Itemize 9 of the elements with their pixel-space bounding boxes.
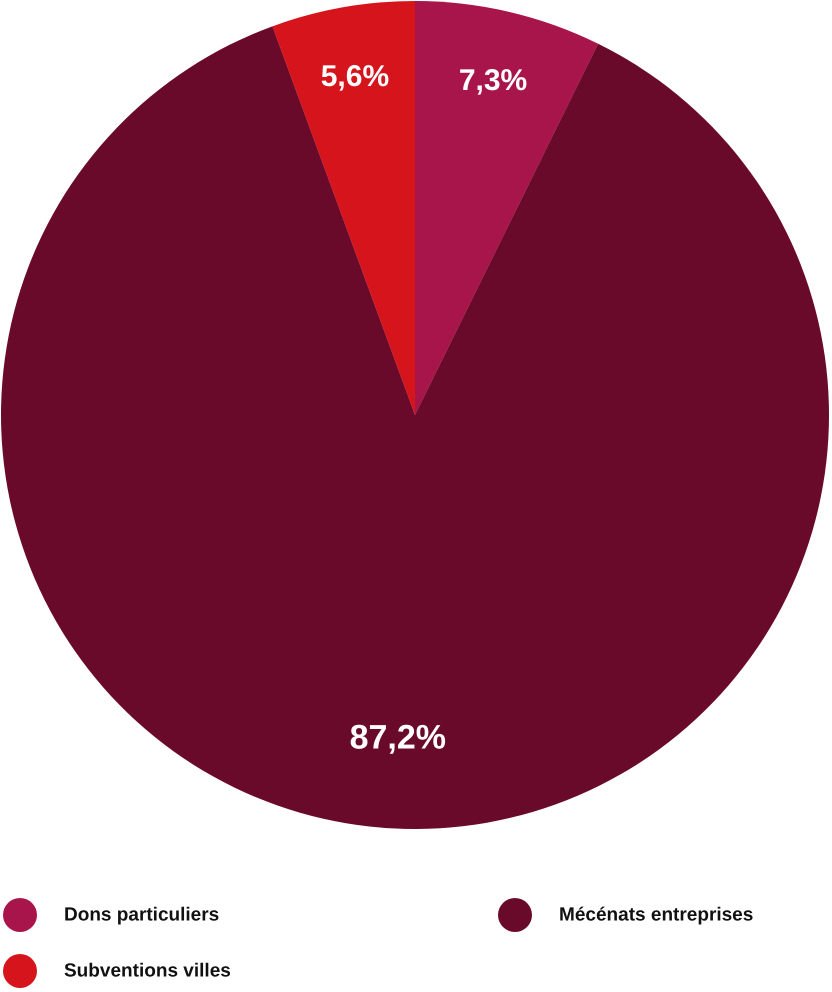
data-label: 87,2% (350, 718, 446, 756)
pie-slice (415, 1, 598, 415)
data-label: 7,3% (458, 64, 528, 97)
data-label: 5,6% (320, 60, 390, 94)
pie-slice (2, 26, 829, 829)
legend-label: Subventions villes (64, 960, 231, 982)
legend-label: Mécénats entreprises (559, 904, 754, 926)
pie-slice (272, 1, 415, 415)
legend-label: Dons particuliers (64, 904, 220, 926)
